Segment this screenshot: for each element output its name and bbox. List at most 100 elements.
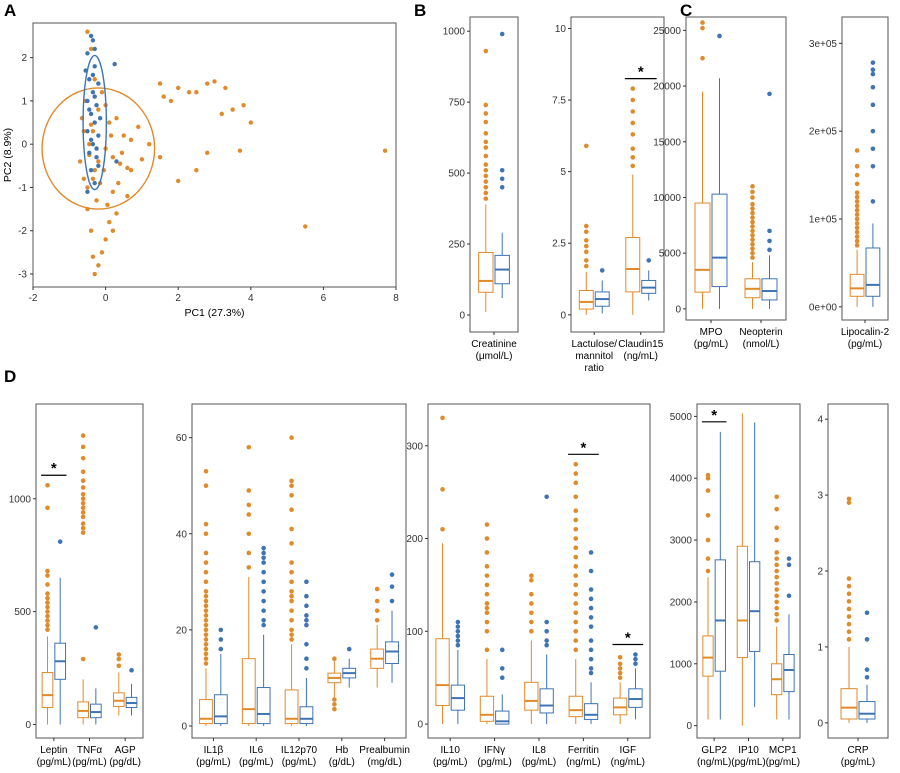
outlier-point xyxy=(203,656,209,662)
outlier-point xyxy=(289,560,294,565)
outlier-point xyxy=(573,564,579,569)
scatter-point-orange xyxy=(248,120,253,125)
outlier-point xyxy=(483,153,489,159)
outlier-point xyxy=(864,667,870,672)
outlier-point xyxy=(846,599,852,604)
box-blue xyxy=(783,556,795,720)
scatter-point-orange xyxy=(194,167,199,173)
outlier-point xyxy=(617,661,623,667)
outlier-point xyxy=(203,608,209,613)
outlier-point xyxy=(854,194,860,200)
outlier-point xyxy=(203,613,209,618)
scatter-point-blue xyxy=(85,189,90,194)
outlier-point xyxy=(484,605,490,611)
category-label: Neopterin (nmol/L) xyxy=(739,327,782,350)
outlier-point xyxy=(864,637,870,642)
y-tick-label: 2.5 xyxy=(552,239,566,250)
y-tick-label: 1 xyxy=(21,96,27,107)
box-orange xyxy=(694,20,711,309)
scatter-point-orange xyxy=(157,154,163,160)
outlier-point xyxy=(573,610,579,616)
outlier-point xyxy=(630,97,636,103)
outlier-point xyxy=(499,167,505,173)
outlier-point xyxy=(846,621,852,627)
y-tick-label: 25000 xyxy=(653,26,681,37)
scatter-point-blue xyxy=(88,111,94,117)
outlier-point xyxy=(646,258,652,263)
x-tick-label: 0 xyxy=(103,293,109,304)
box-iqr xyxy=(625,237,641,293)
box-blue xyxy=(749,422,761,708)
outlier-point xyxy=(261,569,266,575)
y-tick-label: 5000 xyxy=(659,249,682,260)
outlier-point xyxy=(588,587,594,592)
outlier-point xyxy=(573,471,579,476)
outlier-point xyxy=(573,573,579,578)
outlier-point xyxy=(573,554,579,560)
outlier-point xyxy=(80,505,86,511)
outlier-point xyxy=(846,576,852,581)
outlier-point xyxy=(854,243,860,248)
outlier-point xyxy=(588,624,594,629)
outlier-point xyxy=(203,617,209,623)
outlier-point xyxy=(573,638,579,643)
outlier-point xyxy=(854,238,860,244)
box-iqr xyxy=(749,561,761,652)
outlier-point xyxy=(705,537,711,543)
y-tick-label: 0 xyxy=(686,721,692,732)
scatter-point-blue xyxy=(90,38,96,43)
y-tick-label: 1000 xyxy=(443,27,466,38)
outlier-point xyxy=(389,572,395,577)
category-label: IGF (ng/mL) xyxy=(611,745,645,768)
box-blue xyxy=(594,268,610,314)
outlier-point xyxy=(854,199,860,204)
outlier-point xyxy=(573,582,579,588)
outlier-point xyxy=(633,661,638,667)
y-tick-label: 500 xyxy=(448,169,465,180)
outlier-point xyxy=(750,195,755,200)
box-iqr xyxy=(736,545,749,659)
outlier-point xyxy=(573,480,579,486)
outlier-point xyxy=(774,568,779,574)
y-axis-title: PC2 (8.9%) xyxy=(2,128,14,182)
outlier-point xyxy=(786,556,792,561)
category-label: GLP2 (ng/mL) xyxy=(697,745,731,768)
y-tick-label: 2 xyxy=(21,53,27,64)
outlier-point xyxy=(484,610,490,616)
outlier-point xyxy=(45,618,50,623)
outlier-point xyxy=(870,128,876,134)
outlier-point xyxy=(583,243,589,249)
outlier-point xyxy=(455,624,461,629)
outlier-point xyxy=(203,627,209,633)
x-tick-label: 8 xyxy=(393,293,399,304)
outlier-point xyxy=(774,593,779,599)
outlier-point xyxy=(304,656,309,662)
outlier-point xyxy=(767,238,772,244)
y-tick-label: -2 xyxy=(18,226,27,237)
outlier-point xyxy=(289,608,294,613)
outlier-point xyxy=(499,184,505,190)
scatter-point-orange xyxy=(107,219,112,225)
box-orange xyxy=(849,148,865,307)
outlier-point xyxy=(583,238,589,243)
outlier-point xyxy=(289,632,294,637)
y-tick-label: 1000 xyxy=(670,659,693,670)
box-iqr xyxy=(694,202,711,293)
scatter-point-orange xyxy=(168,98,174,104)
scatter-point-blue xyxy=(94,154,99,160)
category-label: TNFα (pg/mL) xyxy=(72,745,106,768)
y-tick-label: 1 xyxy=(817,642,823,653)
outlier-point xyxy=(544,494,549,500)
outlier-point xyxy=(203,569,209,575)
scatter-point-orange xyxy=(92,77,97,82)
x-tick-label: -2 xyxy=(29,293,38,304)
outlier-point xyxy=(45,613,50,619)
outlier-point xyxy=(455,619,461,625)
outlier-point xyxy=(529,610,534,616)
y-tick-label: 1000 xyxy=(9,494,32,505)
outlier-point xyxy=(203,589,209,594)
outlier-point xyxy=(203,483,209,488)
scatter-point-orange xyxy=(110,228,116,233)
outlier-point xyxy=(705,568,711,574)
